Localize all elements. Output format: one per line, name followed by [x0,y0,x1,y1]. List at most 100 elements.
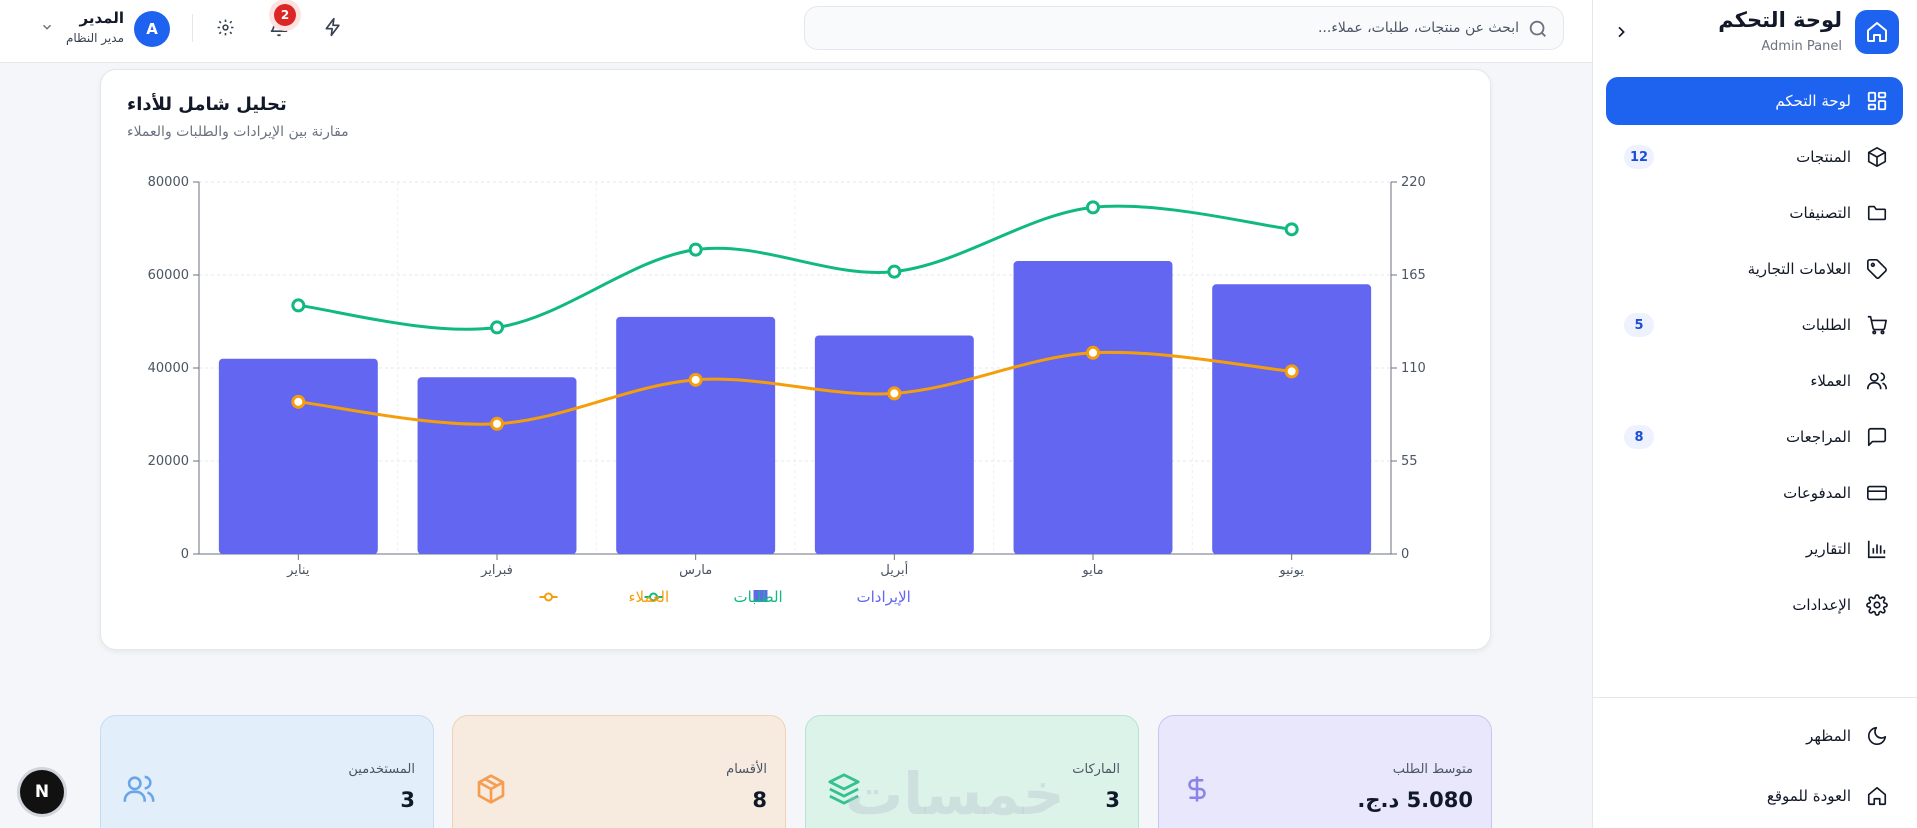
users-icon [1865,369,1889,393]
series-point [291,394,306,409]
back-to-site-link[interactable]: العودة للموقع [1767,784,1889,808]
sidebar-item-reports[interactable]: التقارير [1606,521,1903,577]
y-right-tick-label: 110 [1401,361,1426,376]
card-icon [1865,481,1889,505]
series-point [688,242,703,257]
home-icon [1855,10,1899,54]
header-divider [192,14,193,42]
series-point [887,386,902,401]
sidebar-item-payments[interactable]: المدفوعات [1606,465,1903,521]
stat-card-sections[interactable]: الأقسام 8 [452,715,786,828]
bar-chart-icon [1865,537,1889,561]
stat-card-avg-order[interactable]: متوسط الطلب 5.080 د.ج. [1158,715,1492,828]
sidebar-item-orders[interactable]: الطلبات 5 [1606,297,1903,353]
notifications-button[interactable]: 2 [266,4,296,40]
series-point [490,320,504,335]
series-point [1086,200,1100,215]
x-tick-label: مارس [679,563,712,578]
tag-icon [1865,257,1889,281]
chart-title: تحليل شامل للأداء [127,94,287,115]
stat-value: 3 [400,788,415,812]
x-tick-label: يونيو [1278,563,1304,578]
legend-label: العملاء [629,588,670,606]
y-left-tick-label: 0 [181,547,189,562]
bar [814,335,974,554]
sidebar-item-settings[interactable]: الإعدادات [1606,577,1903,633]
products-count-badge: 12 [1624,145,1654,169]
dev-tools-badge[interactable]: N [20,770,64,814]
stat-label: المستخدمين [348,762,415,777]
search-icon [1529,20,1546,37]
moon-icon [1865,724,1889,748]
sidebar-item-brands[interactable]: العلامات التجارية [1606,241,1903,297]
chevron-down-icon [42,24,52,30]
y-right-tick-label: 220 [1401,175,1426,190]
top-header: 2 A المدير مدير النظام [0,0,1592,63]
sidebar-item-reviews[interactable]: المراجعات 8 [1606,409,1903,465]
brand[interactable]: لوحة التحكم Admin Panel [1609,6,1899,56]
theme-toggle[interactable]: المظهر [1806,724,1889,748]
sidebar-item-label: المدفوعات [1783,484,1851,502]
lightning-icon [325,17,340,37]
users-icon [119,769,159,809]
back-label: العودة للموقع [1766,787,1851,805]
user-menu[interactable]: A المدير مدير النظام [40,8,170,48]
bar [218,358,378,554]
stat-label: متوسط الطلب [1392,762,1473,777]
sidebar-item-label: العملاء [1810,372,1851,390]
y-left-tick-label: 40000 [148,361,189,376]
search-input[interactable] [829,7,1519,49]
stat-label: الماركات [1072,762,1120,777]
y-right-tick-label: 0 [1401,547,1409,562]
collapse-sidebar-button[interactable] [1609,20,1633,44]
y-left-tick-label: 80000 [148,175,189,190]
legend-label: الإيرادات [857,588,911,606]
series-line [298,204,1292,331]
sidebar-item-label: لوحة التحكم [1775,92,1851,110]
quick-actions-button[interactable] [320,14,346,40]
stat-value: 8 [752,788,767,812]
chart-subtitle: مقارنة بين الإيرادات والطلبات والعملاء [127,124,349,140]
cart-icon [1865,313,1889,337]
bar [1013,261,1173,554]
user-role: مدير النظام [65,31,124,45]
notifications-count-badge: 2 [274,4,296,26]
sidebar-item-label: التقارير [1805,540,1851,558]
layers-icon [824,769,864,809]
brand-subtitle: Admin Panel [1761,39,1842,54]
sidebar-item-categories[interactable]: التصنيفات [1606,185,1903,241]
performance-chart-card: تحليل شامل للأداء مقارنة بين الإيرادات و… [100,69,1491,650]
series-point [1284,364,1299,379]
y-right-tick-label: 165 [1401,268,1426,283]
legend-point-marker [544,592,553,602]
sidebar-item-dashboard[interactable]: لوحة التحكم [1606,77,1903,125]
settings-button[interactable] [212,14,238,40]
folder-icon [1865,201,1889,225]
orders-count-badge: 5 [1624,313,1654,337]
dollar-icon [1177,769,1217,809]
watermark-logo: خمسات [845,760,1065,828]
theme-label: المظهر [1806,727,1851,745]
stat-value: 5.080 د.ج. [1357,788,1473,812]
sidebar-item-label: التصنيفات [1789,204,1851,222]
gear-icon [1865,593,1889,617]
series-line [298,350,1292,426]
stat-card-users[interactable]: المستخدمين 3 [100,715,434,828]
x-tick-label: يناير [286,563,310,578]
series-point [291,298,306,313]
series-point [1086,345,1100,360]
y-left-tick-label: 20000 [148,454,189,469]
legend-bar-marker [753,590,768,602]
box-icon [1865,145,1889,169]
sidebar-item-label: الإعدادات [1792,596,1851,614]
chevron-right-icon [1618,26,1625,38]
brand-title: لوحة التحكم [1718,8,1842,32]
x-tick-label: أبريل [880,561,908,578]
stat-card-brands[interactable]: الماركات 3 [805,715,1139,828]
sidebar-item-customers[interactable]: العملاء [1606,353,1903,409]
sidebar-divider [1592,697,1917,698]
search-box[interactable] [804,6,1564,50]
sidebar-item-products[interactable]: المنتجات 12 [1606,129,1903,185]
series-point [887,264,902,279]
series-point [1284,222,1299,237]
